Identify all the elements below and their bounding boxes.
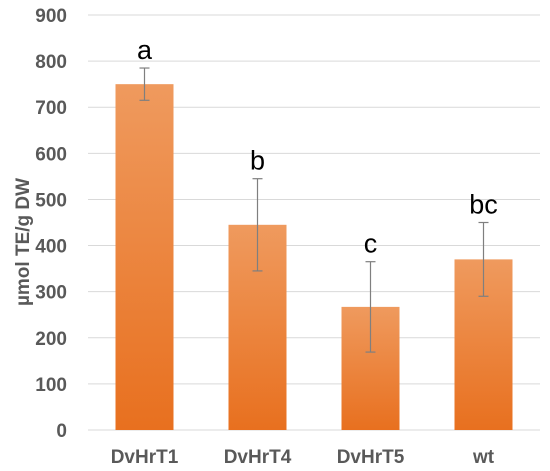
error-bar-dvhrt4 bbox=[252, 178, 263, 272]
y-axis-ticks: 0 100 200 300 400 500 600 700 800 900 bbox=[35, 6, 67, 442]
significance-label: a bbox=[137, 35, 153, 65]
y-tick-label: 600 bbox=[35, 144, 67, 165]
y-tick-label: 100 bbox=[35, 375, 67, 396]
y-tick-label: 400 bbox=[35, 237, 67, 258]
x-axis-categories: DvHrT1 DvHrT4 DvHrT5 wt bbox=[111, 447, 495, 468]
bars bbox=[115, 84, 513, 431]
y-axis-title: µmol TE/g DW bbox=[13, 178, 34, 306]
x-category-label: wt bbox=[472, 447, 495, 468]
y-tick-label: 200 bbox=[35, 329, 67, 350]
y-tick-label: 800 bbox=[35, 52, 67, 73]
significance-label: bc bbox=[469, 190, 498, 220]
bar-dvhrt1 bbox=[115, 84, 174, 431]
y-tick-label: 900 bbox=[35, 6, 67, 27]
y-tick-label: 300 bbox=[35, 283, 67, 304]
x-category-label: DvHrT1 bbox=[111, 447, 179, 468]
x-category-label: DvHrT4 bbox=[224, 447, 292, 468]
x-category-label: DvHrT5 bbox=[337, 447, 405, 468]
y-tick-label: 700 bbox=[35, 98, 67, 119]
error-bars bbox=[139, 67, 489, 353]
y-tick-label: 0 bbox=[56, 421, 67, 442]
error-bar-wt bbox=[478, 221, 489, 297]
y-tick-label: 500 bbox=[35, 190, 67, 211]
error-bar-dvhrt5 bbox=[365, 261, 376, 353]
significance-label: b bbox=[250, 146, 265, 176]
error-bar-dvhrt1 bbox=[139, 67, 150, 101]
significance-label: c bbox=[364, 229, 378, 259]
